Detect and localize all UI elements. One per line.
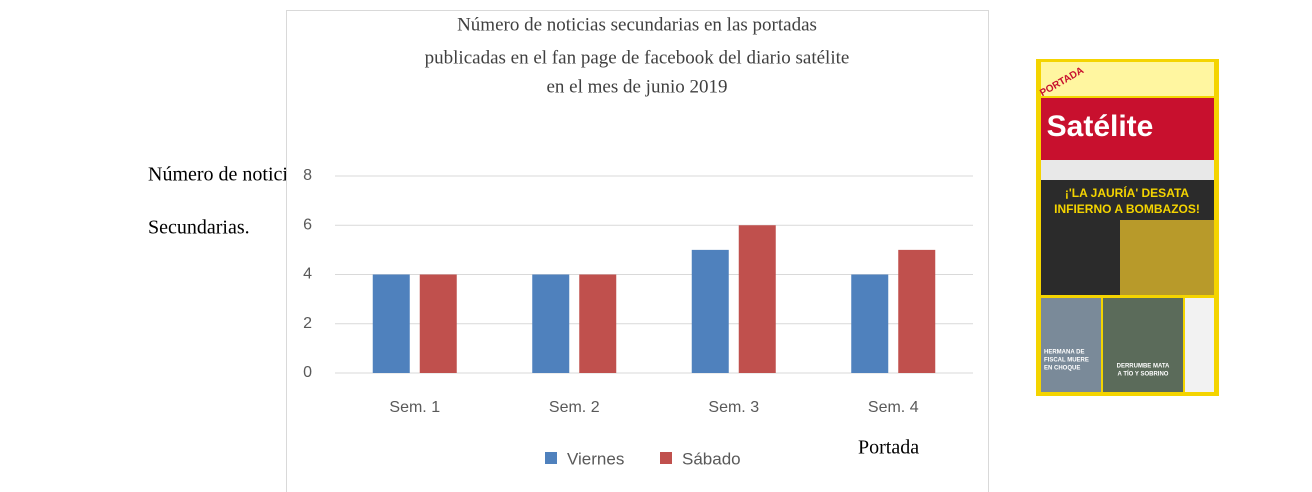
bar [739, 225, 776, 373]
cover-story: A TÍO Y SOBRINO [1118, 370, 1169, 378]
chart-title: en el mes de junio 2019 [547, 76, 728, 97]
bar [420, 275, 457, 374]
bar [532, 275, 569, 374]
side-label: Número de noticias [148, 164, 305, 186]
bar [373, 275, 410, 374]
legend-label: Viernes [567, 449, 624, 468]
x-tick-label: Sem. 1 [389, 399, 440, 416]
cover-column [1185, 298, 1214, 392]
image-caption: Portada [858, 437, 919, 459]
bar [579, 275, 616, 374]
legend-swatch [660, 452, 672, 464]
bar [692, 250, 729, 373]
y-tick-label: 4 [303, 266, 312, 283]
bar [851, 275, 888, 374]
cover-photo [1041, 298, 1101, 392]
cover-story: DERRUMBE MATA [1117, 364, 1170, 370]
cover-strip [1041, 160, 1214, 180]
cover-photo [1103, 298, 1183, 392]
cover-story: FISCAL MUERE [1044, 358, 1089, 364]
legend-label: Sábado [682, 449, 741, 468]
cover-story: EN CHOQUE [1044, 366, 1080, 372]
side-label: Secundarias. [148, 217, 250, 239]
cover-masthead-text: Satélite [1047, 110, 1154, 143]
y-tick-label: 8 [303, 167, 312, 184]
legend-swatch [545, 452, 557, 464]
cover: Satélite PORTADA ¡'LA JAURÍA' DESATA INF… [1036, 59, 1219, 396]
cover-story: HERMANA DE [1044, 350, 1084, 356]
chart-title: publicadas en el fan page de facebook de… [425, 47, 850, 68]
bar [898, 250, 935, 373]
y-tick-label: 0 [303, 364, 312, 381]
x-tick-label: Sem. 2 [549, 399, 600, 416]
chart-title: Número de noticias secundarias en las po… [457, 14, 817, 35]
cover-headline: ¡'LA JAURÍA' DESATA [1065, 185, 1189, 200]
x-tick-label: Sem. 4 [868, 399, 919, 416]
cover-photo-detail [1120, 220, 1214, 295]
document: Número de noticias Secundarias. Número d… [0, 0, 1312, 492]
cover-headline: INFIERNO A BOMBAZOS! [1054, 202, 1200, 216]
y-tick-label: 6 [303, 216, 312, 233]
page: Número de noticias Secundarias. Número d… [0, 0, 1312, 492]
x-tick-label: Sem. 3 [708, 399, 759, 416]
y-tick-label: 2 [303, 315, 312, 332]
